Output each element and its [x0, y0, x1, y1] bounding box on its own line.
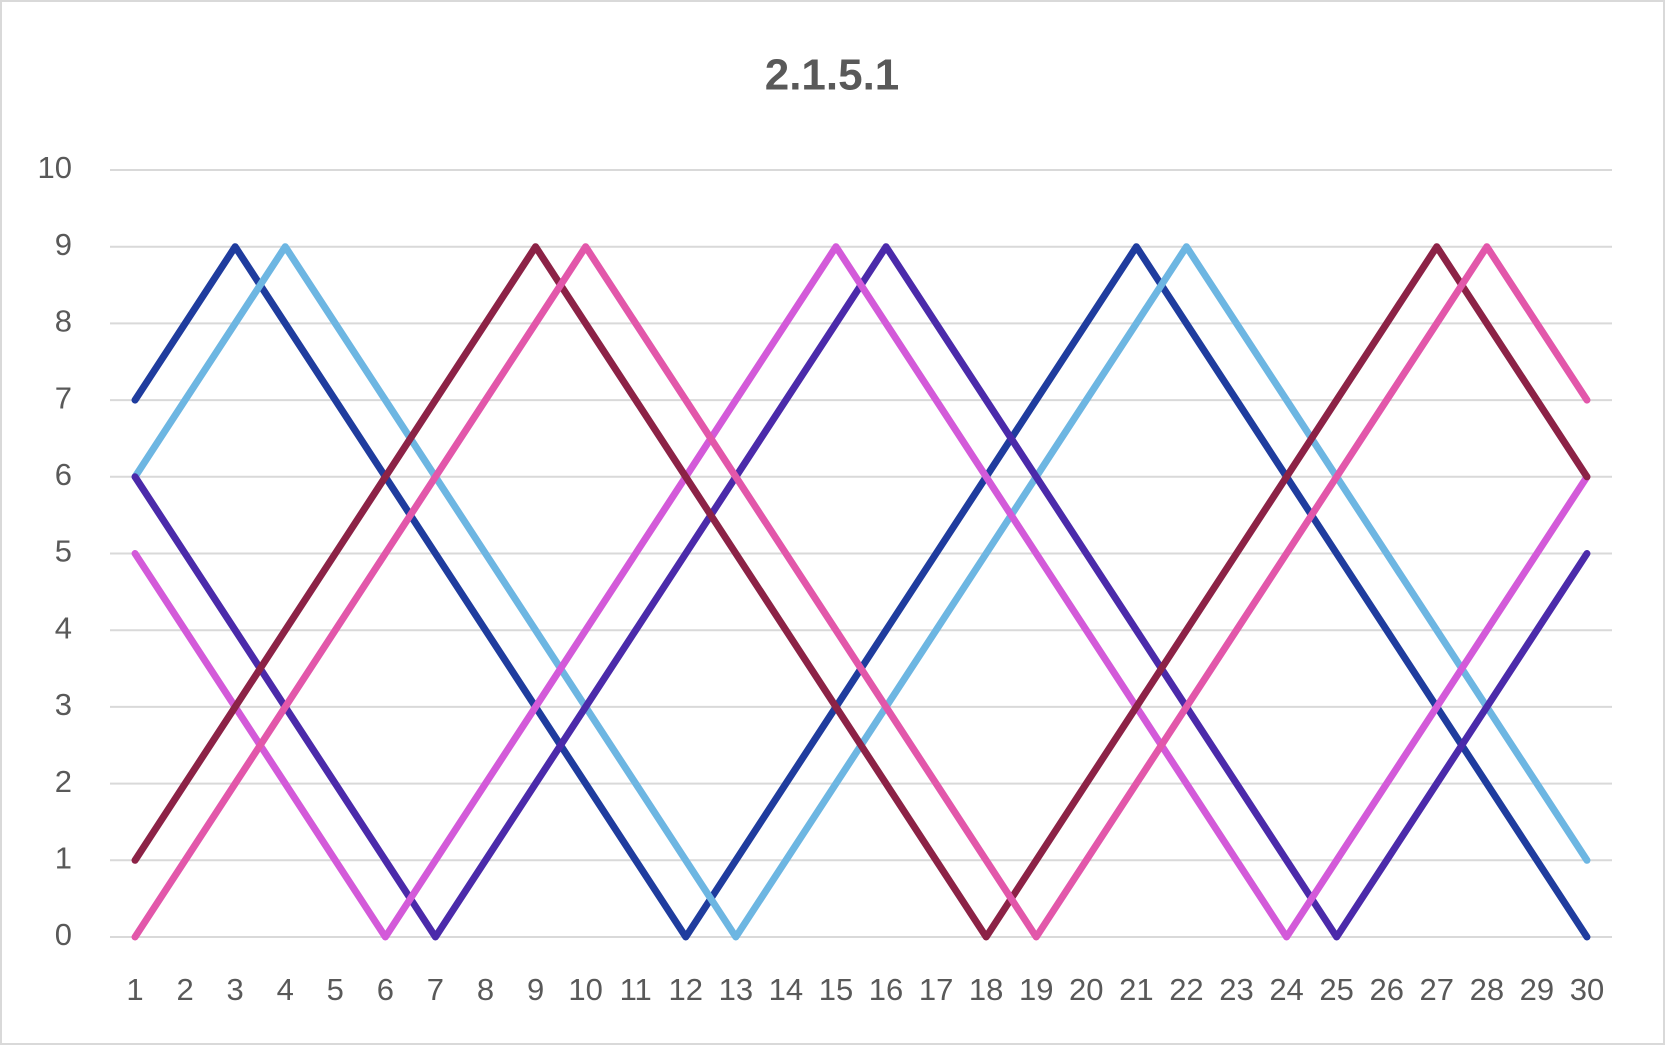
x-tick-label: 4 — [277, 972, 294, 1007]
y-tick-label: 3 — [55, 687, 72, 722]
x-tick-label: 14 — [769, 972, 803, 1007]
x-tick-label: 1 — [126, 972, 143, 1007]
x-tick-label: 9 — [527, 972, 544, 1007]
x-tick-label: 16 — [869, 972, 903, 1007]
x-tick-label: 28 — [1470, 972, 1504, 1007]
x-tick-label: 13 — [719, 972, 753, 1007]
x-tick-label: 30 — [1570, 972, 1604, 1007]
y-tick-label: 5 — [55, 534, 72, 569]
x-tick-label: 25 — [1319, 972, 1353, 1007]
x-tick-label: 15 — [819, 972, 853, 1007]
x-tick-label: 10 — [568, 972, 602, 1007]
y-tick-label: 1 — [55, 840, 72, 875]
x-tick-label: 8 — [477, 972, 494, 1007]
series-line — [131, 243, 1591, 941]
x-tick-label: 3 — [227, 972, 244, 1007]
y-tick-label: 8 — [55, 304, 72, 339]
x-tick-label: 23 — [1219, 972, 1253, 1007]
x-tick-label: 18 — [969, 972, 1003, 1007]
x-tick-label: 27 — [1420, 972, 1454, 1007]
x-tick-label: 5 — [327, 972, 344, 1007]
x-tick-label: 17 — [919, 972, 953, 1007]
y-tick-label: 0 — [55, 917, 72, 952]
x-tick-label: 7 — [427, 972, 444, 1007]
y-tick-label: 6 — [55, 457, 72, 492]
y-tick-label: 10 — [38, 150, 72, 185]
x-tick-label: 6 — [377, 972, 394, 1007]
x-tick-label: 20 — [1069, 972, 1103, 1007]
y-tick-label: 4 — [55, 610, 72, 645]
series-line — [131, 243, 1591, 941]
x-tick-label: 26 — [1369, 972, 1403, 1007]
x-tick-label: 29 — [1520, 972, 1554, 1007]
chart-title: 2.1.5.1 — [765, 51, 900, 100]
x-tick-label: 22 — [1169, 972, 1203, 1007]
y-tick-label: 7 — [55, 380, 72, 415]
y-tick-label: 9 — [55, 227, 72, 262]
x-tick-label: 21 — [1119, 972, 1153, 1007]
x-tick-label: 24 — [1269, 972, 1303, 1007]
series-line — [131, 243, 1591, 941]
x-tick-label: 19 — [1019, 972, 1053, 1007]
x-tick-label: 11 — [620, 972, 652, 1007]
y-tick-label: 2 — [55, 764, 72, 799]
x-tick-label: 12 — [669, 972, 703, 1007]
x-tick-label: 2 — [176, 972, 193, 1007]
